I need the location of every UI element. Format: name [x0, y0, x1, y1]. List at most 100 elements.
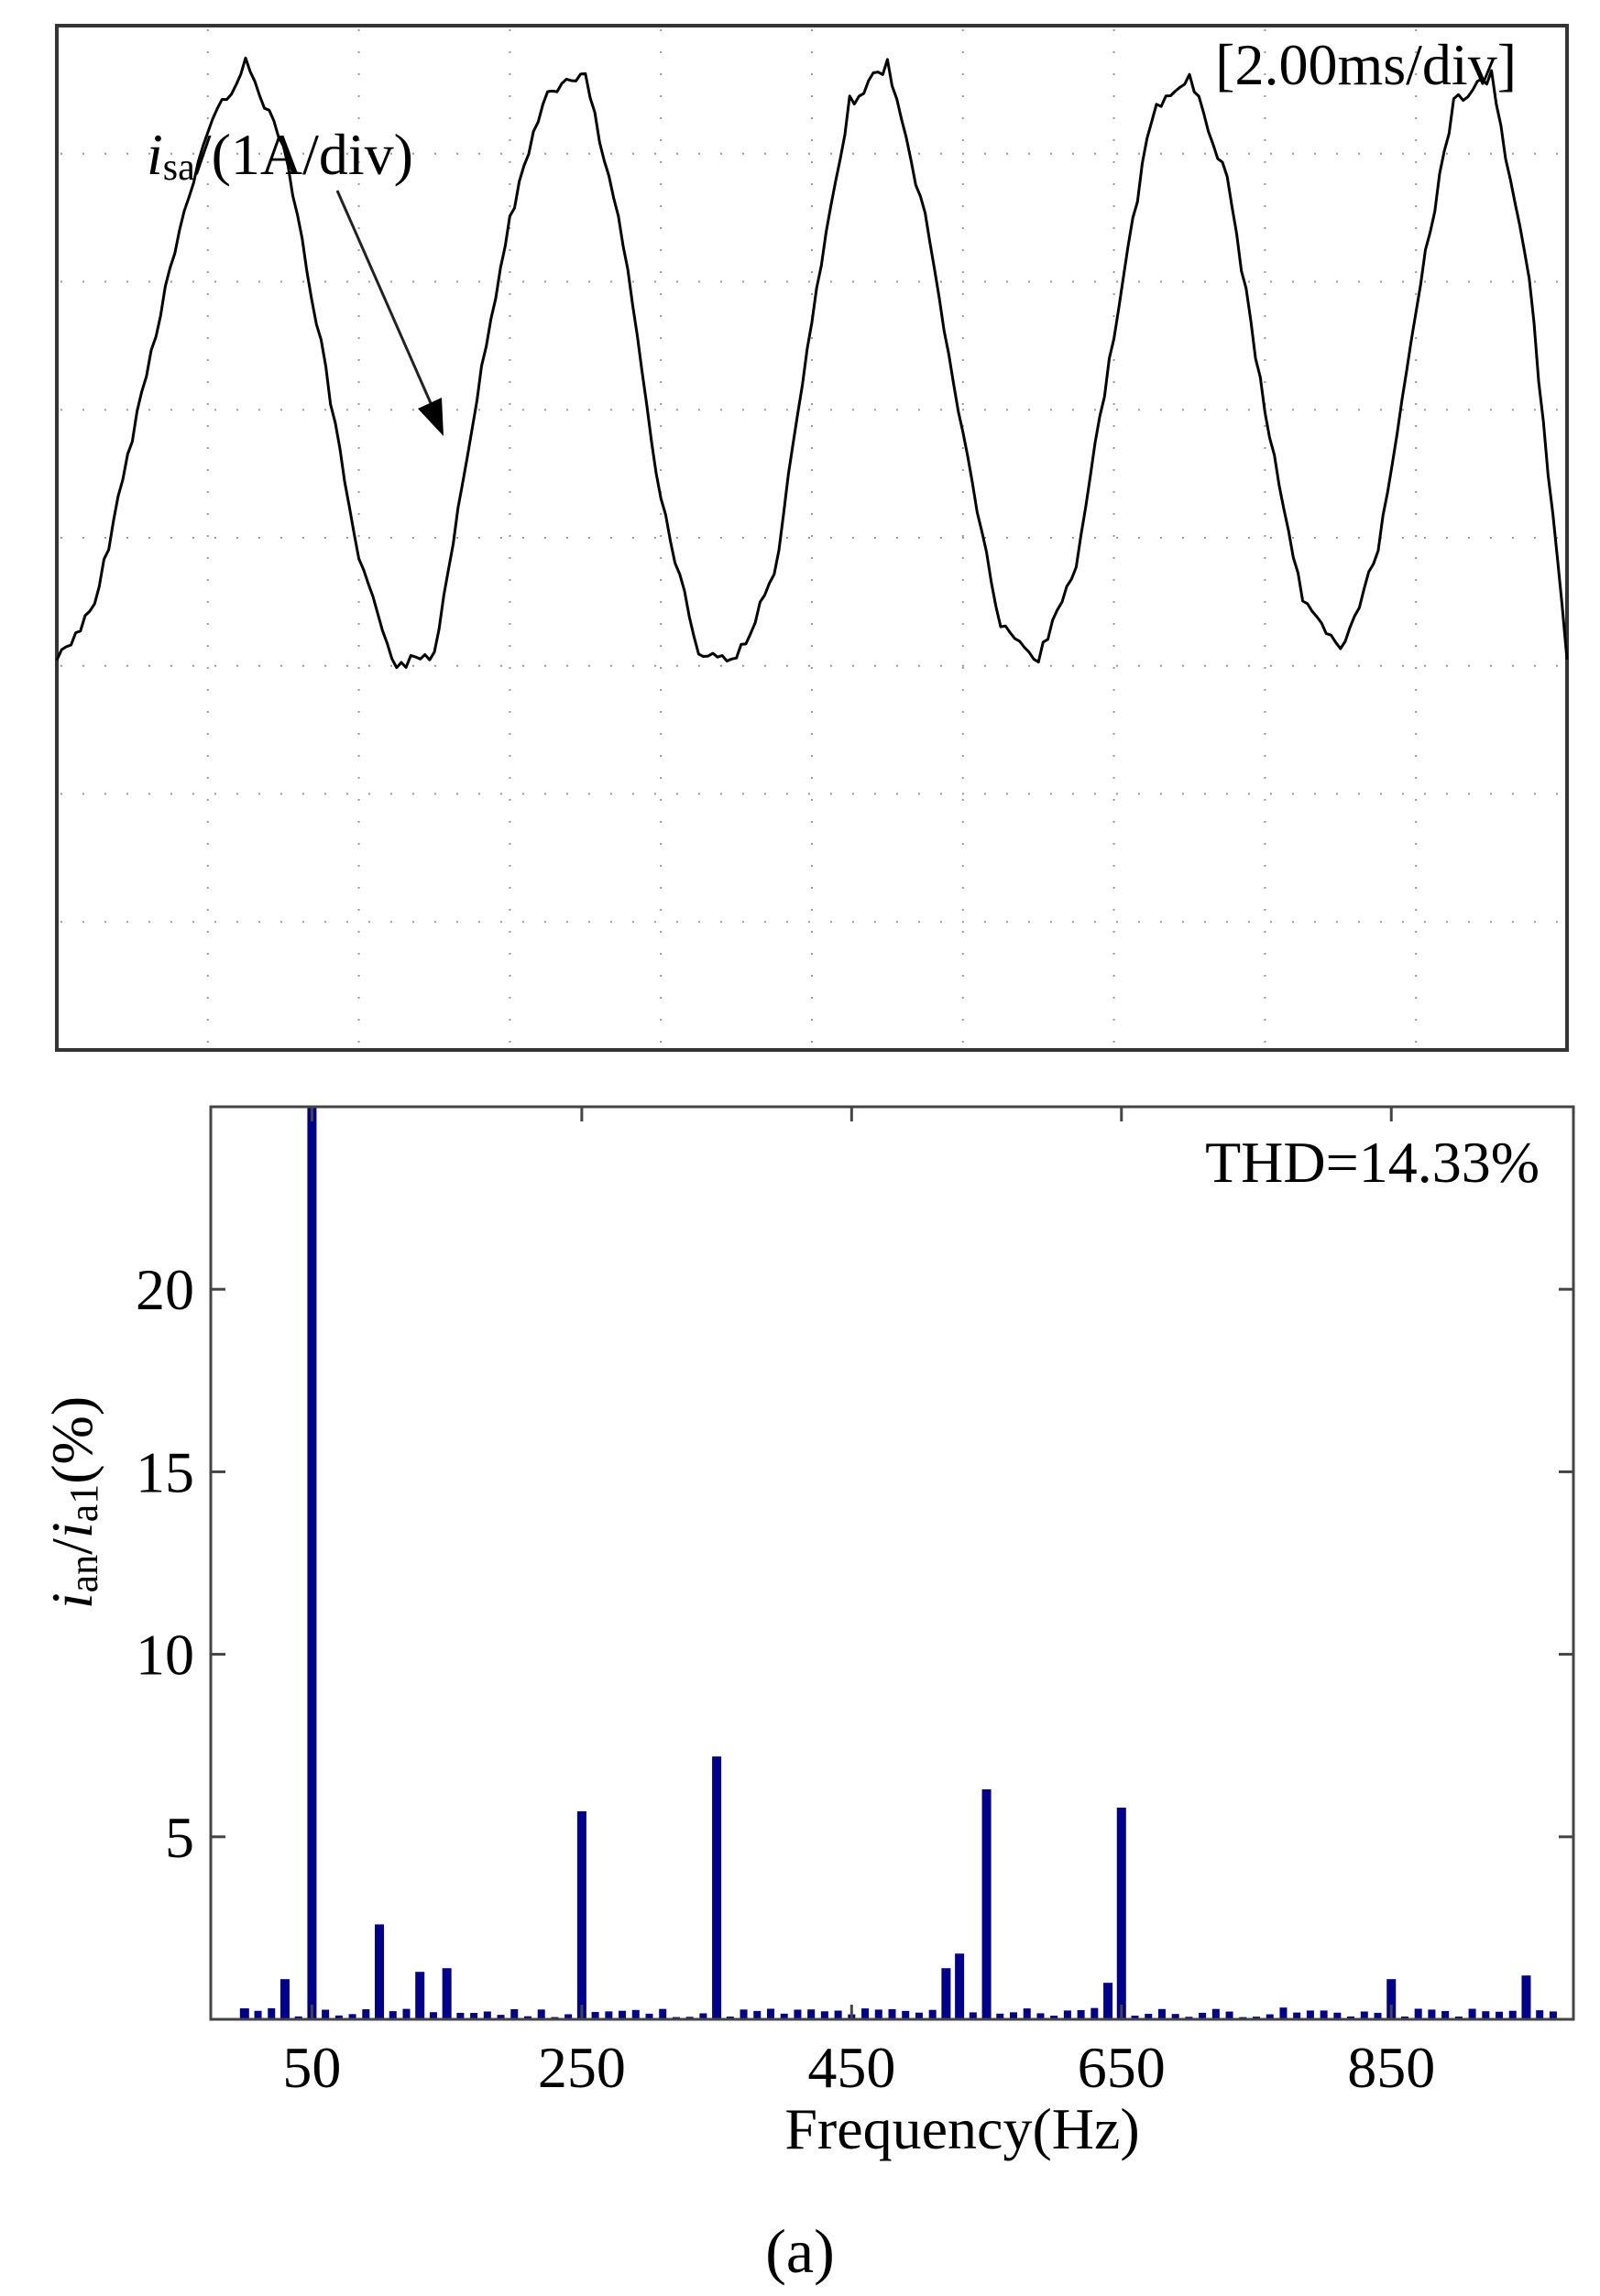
harmonic-bar [941, 1968, 951, 2019]
y-label-tail: (%) [39, 1396, 104, 1484]
noise-bar [956, 2015, 964, 2019]
noise-bar [1090, 2007, 1099, 2019]
x-axis-label: Frequency(Hz) [784, 2096, 1139, 2161]
noise-bar [1063, 2010, 1071, 2019]
noise-bar [402, 2008, 411, 2019]
x-tick-label: 850 [1347, 2035, 1435, 2100]
noise-bar [699, 2013, 707, 2019]
noise-bar [1199, 2012, 1207, 2019]
noise-bar [915, 2012, 923, 2019]
noise-bar [1225, 2011, 1233, 2019]
y-label-main-2: i [39, 1522, 104, 1538]
noise-bar [254, 2010, 262, 2019]
noise-bar [1400, 2016, 1408, 2019]
harmonic-bar [576, 1810, 586, 2019]
noise-bar [1549, 2011, 1557, 2019]
spectrum-panel: 5 10 15 20 50 250 450 650 850 THD=14.33% Freque… [39, 1105, 1575, 2161]
noise-bar [982, 2015, 991, 2019]
spectrum-axes-frame [209, 1105, 1575, 2021]
noise-bar [1496, 2011, 1504, 2019]
noise-bar [834, 2010, 842, 2019]
noise-bar [591, 2011, 599, 2019]
noise-bar [280, 2014, 289, 2019]
x-tick-label: 650 [1078, 2035, 1166, 2100]
noise-bar [969, 2012, 977, 2019]
noise-bar [1374, 2012, 1382, 2019]
harmonic-bar [307, 1107, 317, 2019]
noise-bar [470, 2013, 478, 2019]
harmonic-bar [1386, 1979, 1397, 2019]
noise-bar [348, 2014, 356, 2019]
noise-bar [376, 2014, 384, 2019]
current-trace [55, 56, 1569, 670]
noise-bar [631, 2009, 640, 2019]
noise-bar [659, 2008, 667, 2019]
noise-bar [1522, 2013, 1530, 2019]
noise-bar [497, 2015, 505, 2019]
figure-caption: (a) [765, 2216, 834, 2286]
noise-bar [564, 2014, 573, 2019]
noise-bar [443, 2014, 451, 2019]
x-tick-label: 50 [282, 2035, 341, 2100]
noise-bar [780, 2013, 788, 2019]
noise-bar [510, 2008, 519, 2019]
harmonic-bar [239, 2008, 249, 2019]
noise-bar [888, 2008, 896, 2019]
harmonic-bar [955, 1953, 965, 2019]
y-label-sub-1: an [61, 1555, 106, 1593]
y-label-main-1: i [39, 1592, 104, 1609]
trace-label: isa/(1A/div) [147, 122, 413, 189]
noise-bar [1077, 2009, 1085, 2019]
trace-pointer-arrow [335, 190, 433, 404]
noise-bar [619, 2010, 627, 2019]
noise-floor-bars [254, 2006, 1557, 2019]
noise-bar [322, 2009, 330, 2019]
noise-bar [1320, 2010, 1328, 2019]
noise-bar [1050, 2016, 1058, 2019]
thd-annotation: THD=14.33% [1205, 1130, 1540, 1195]
noise-bar [429, 2012, 437, 2019]
y-tick-label: 20 [136, 1257, 194, 1322]
noise-bar [537, 2009, 545, 2019]
noise-bar [523, 2016, 532, 2019]
trace-pointer-arrowhead [418, 398, 444, 436]
harmonic-bar [442, 1968, 452, 2019]
noise-bar [861, 2008, 870, 2019]
harmonic-bar [981, 1789, 992, 2019]
harmonic-bar [279, 1979, 290, 2019]
harmonic-bar [1103, 1983, 1113, 2019]
noise-bar [1293, 2012, 1301, 2019]
noise-bar [740, 2009, 748, 2019]
trace-label-sub: sa [163, 147, 195, 189]
y-axis-ticks: 5 10 15 20 [136, 1257, 1573, 1870]
trace-label-main: i [147, 122, 163, 187]
noise-bar [794, 2009, 802, 2019]
x-axis-ticks: 50 250 450 650 850 [282, 1107, 1435, 2100]
noise-bar [996, 2013, 1004, 2019]
noise-bar [1347, 2016, 1355, 2019]
harmonic-bar [375, 1924, 385, 2019]
noise-bar [1306, 2010, 1314, 2019]
y-tick-label: 5 [165, 1805, 194, 1870]
noise-bar [645, 2013, 653, 2019]
noise-bar [268, 2007, 276, 2019]
x-tick-label: 250 [538, 2035, 626, 2100]
noise-bar [1536, 2010, 1544, 2019]
y-label-slash: / [39, 1538, 104, 1555]
noise-bar [753, 2010, 762, 2019]
noise-bar [605, 2011, 613, 2019]
noise-bar [820, 2011, 828, 2019]
x-tick-label: 450 [807, 2035, 895, 2100]
oscilloscope-panel: [2.00ms/div] isa/(1A/div) [55, 24, 1569, 1052]
noise-bar [294, 2016, 302, 2019]
noise-bar [1010, 2012, 1018, 2019]
noise-bar [1023, 2008, 1031, 2019]
noise-bar [483, 2011, 491, 2019]
noise-bar [1266, 2014, 1274, 2019]
noise-bar [874, 2009, 882, 2019]
noise-bar [1468, 2008, 1476, 2019]
noise-bar [334, 2015, 343, 2019]
harmonic-bar [1521, 1975, 1531, 2019]
noise-bar [1508, 2010, 1517, 2019]
harmonic-bar [712, 1756, 722, 2019]
